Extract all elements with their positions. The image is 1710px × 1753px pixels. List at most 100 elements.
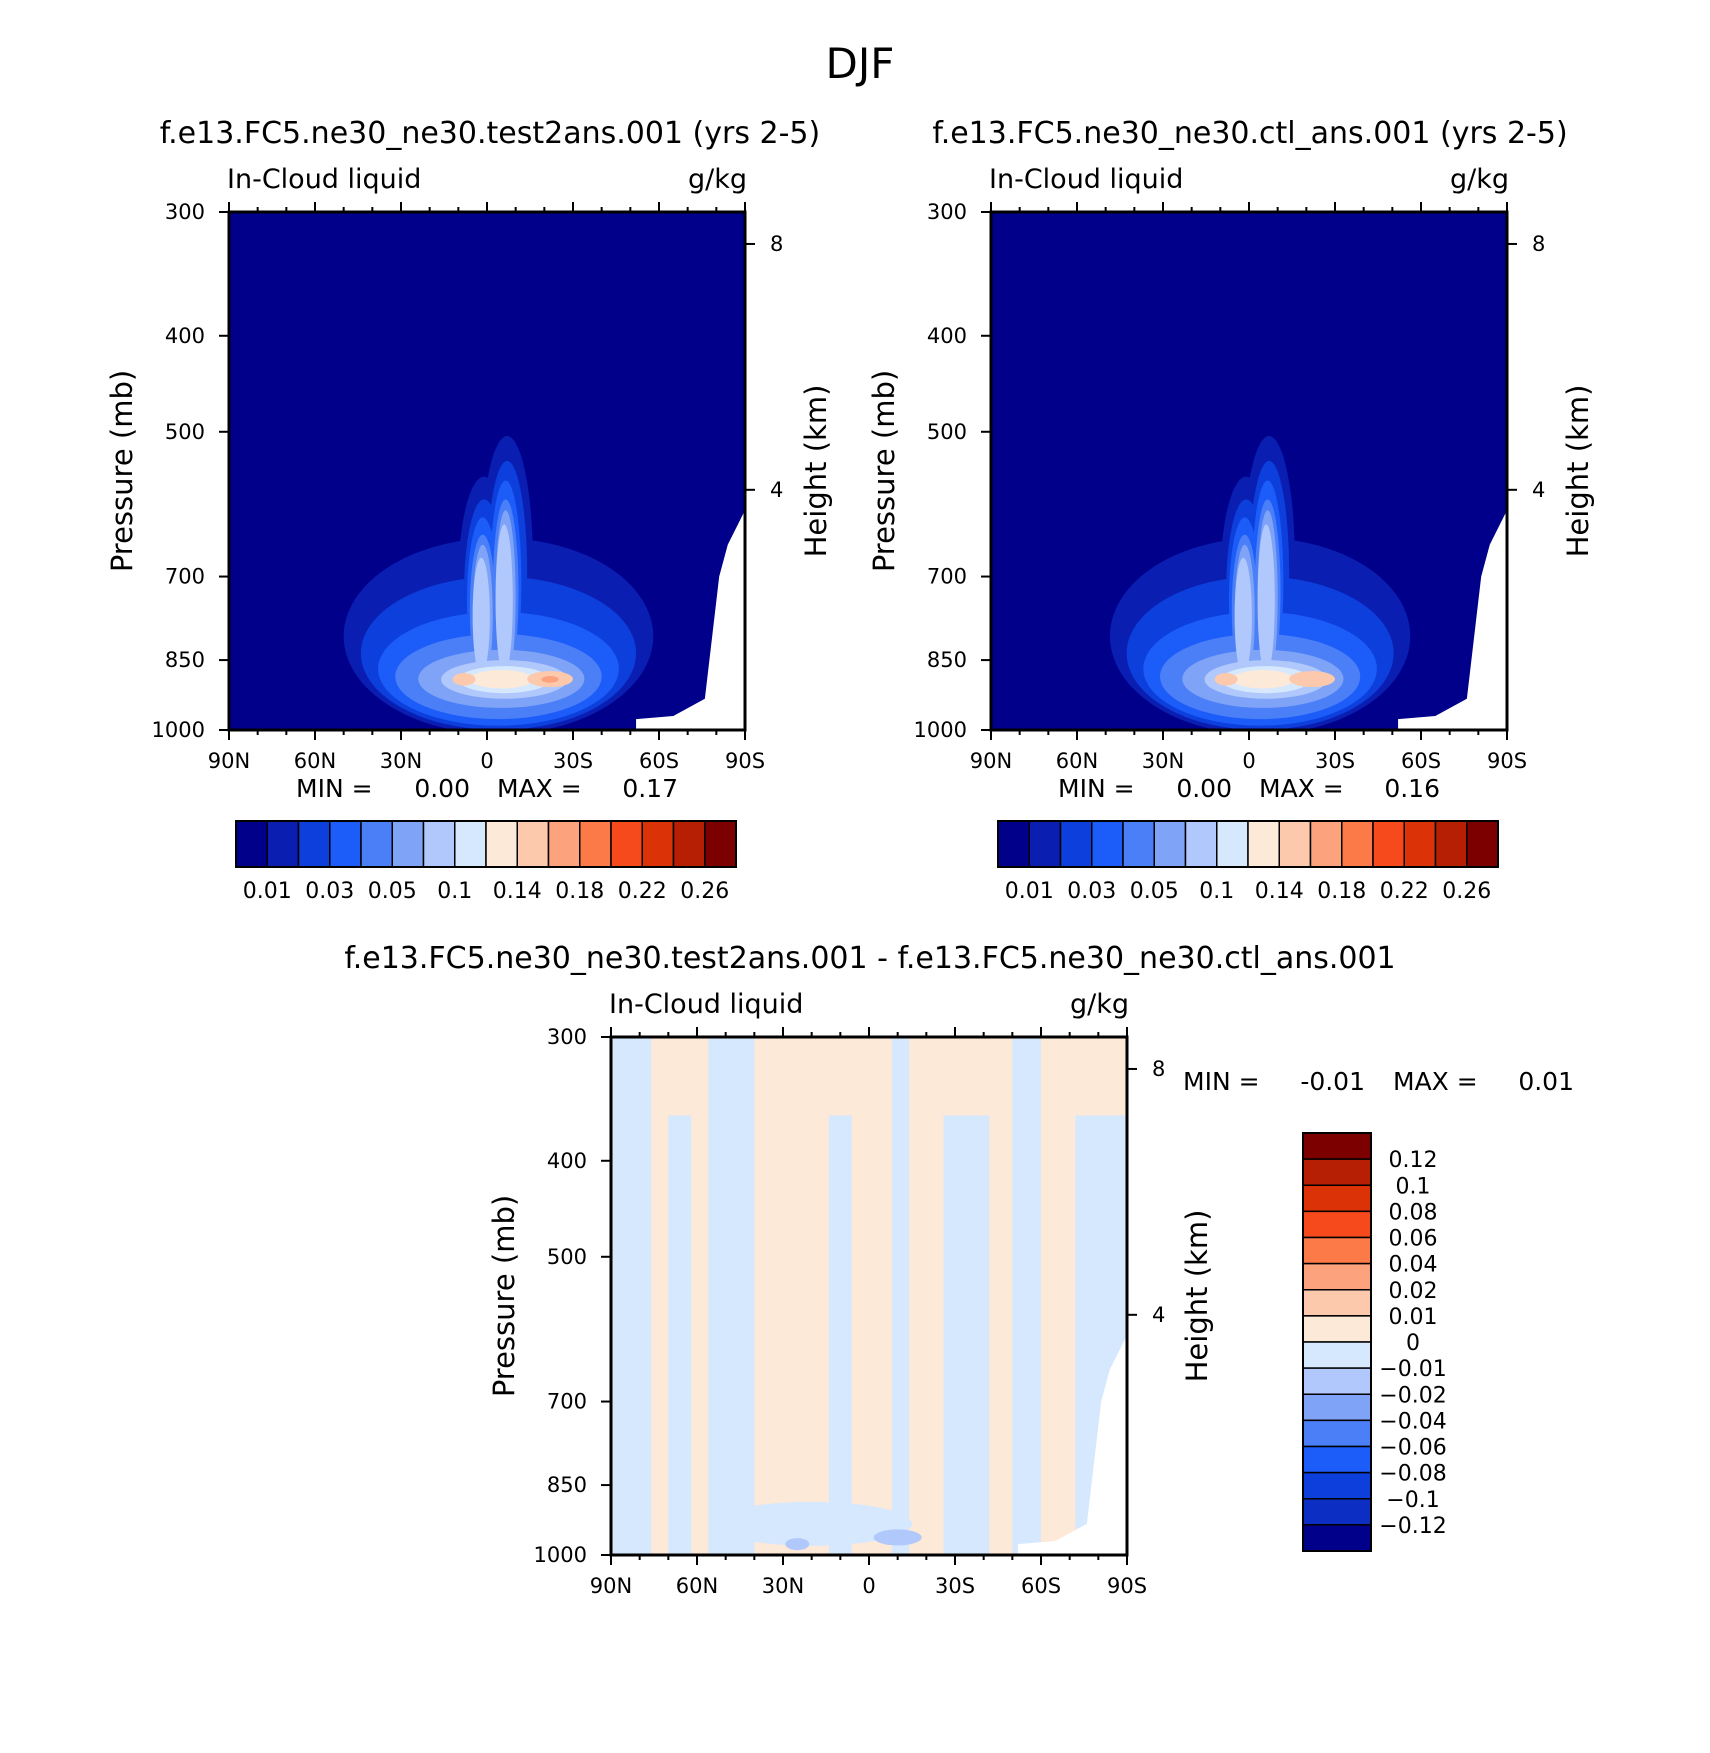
colorbar-label: −0.06	[1379, 1436, 1446, 1461]
colorbar-swatch	[1184, 820, 1218, 868]
colorbar-label: 0.03	[1067, 879, 1116, 904]
colorbar-swatch	[360, 820, 393, 868]
colorbar: 0.120.10.080.060.040.020.010−0.01−0.02−0…	[1302, 1132, 1447, 1552]
y-tick-label: 1000	[534, 1543, 587, 1567]
x-tick-label: 30N	[762, 1574, 804, 1598]
colorbar-label: 0.1	[1199, 879, 1234, 904]
colorbar-swatch	[329, 820, 362, 868]
colorbar-label: 0.26	[680, 879, 729, 904]
colorbar-swatch	[1309, 820, 1343, 868]
colorbar-swatch	[1247, 820, 1280, 868]
min-label: MIN =	[1183, 1067, 1260, 1096]
x-tick-label: 30S	[1315, 749, 1355, 773]
x-tick-label: 90N	[208, 749, 250, 773]
colorbar-swatch	[547, 820, 581, 868]
contour-fill	[873, 1529, 922, 1546]
colorbar-frame	[997, 820, 1499, 868]
y-axis-label: Pressure (mb)	[105, 370, 139, 572]
panel-title: f.e13.FC5.ne30_ne30.test2ans.001 - f.e13…	[344, 941, 1395, 976]
colorbar-swatch	[1302, 1262, 1372, 1291]
colorbar: 0.01 0.03 0.05 0.1 0.14 0.18 0.22 0.26	[235, 820, 737, 904]
colorbar-label: 0.01	[1005, 879, 1054, 904]
colorbar-label: 0.18	[555, 879, 604, 904]
y-right-axis-label: Height (km)	[799, 385, 833, 558]
contour-fill	[828, 1115, 852, 1555]
colorbar-swatch	[1302, 1184, 1372, 1213]
colorbar-label: 0	[1406, 1331, 1420, 1356]
colorbar-swatch	[1302, 1393, 1372, 1422]
contour-fill	[495, 524, 513, 676]
x-tick-label: 90N	[970, 749, 1012, 773]
colorbar-label: 0.01	[243, 879, 292, 904]
contour-peak	[1214, 673, 1238, 686]
panel-title: f.e13.FC5.ne30_ne30.ctl_ans.001 (yrs 2-5…	[932, 116, 1567, 151]
colorbar-label: 0.05	[1130, 879, 1179, 904]
x-tick-label: 30S	[935, 1574, 975, 1598]
colorbar-label: 0.04	[1389, 1253, 1438, 1278]
colorbar-swatch	[1216, 820, 1249, 868]
contour-fills	[1110, 436, 1507, 730]
y-right-axis-label: Height (km)	[1180, 1210, 1214, 1383]
units-label: g/kg	[688, 164, 747, 195]
colorbar-swatch	[422, 820, 456, 868]
x-tick-label: 60N	[294, 749, 336, 773]
colorbar-swatch	[1302, 1210, 1372, 1239]
y-axis-label: Pressure (mb)	[487, 1195, 521, 1397]
field-name-label: In-Cloud liquid	[609, 989, 803, 1020]
colorbar-swatch	[297, 820, 331, 868]
colorbar-swatch	[1059, 820, 1093, 868]
contour-fill	[611, 1037, 652, 1555]
colorbar-label: −0.02	[1379, 1383, 1446, 1408]
contour-fill	[711, 1501, 913, 1546]
y-tick-label: 400	[547, 1149, 587, 1173]
plot-area	[227, 210, 747, 732]
colorbar-swatch	[266, 820, 300, 868]
min-value: 0.00	[1176, 774, 1232, 803]
colorbar-swatch	[1302, 1315, 1372, 1343]
contour-peak	[541, 675, 559, 683]
min-label: MIN =	[1058, 774, 1135, 803]
x-tick-label: 90S	[725, 749, 765, 773]
x-tick-label: 30S	[553, 749, 593, 773]
topography-mask	[1398, 510, 1507, 730]
colorbar-swatch	[391, 820, 425, 868]
colorbar-swatch	[1302, 1445, 1372, 1474]
max-value: 0.01	[1518, 1067, 1574, 1096]
y-tick-label: 850	[547, 1473, 587, 1497]
y-tick-label: 1000	[914, 718, 967, 742]
colorbar-swatch	[1091, 820, 1124, 868]
colorbar-frame	[235, 820, 737, 868]
colorbar-label: 0.02	[1389, 1279, 1438, 1304]
y-right-tick-label: 4	[1152, 1303, 1165, 1327]
x-tick-label: 60S	[1021, 1574, 1061, 1598]
y-right-tick-label: 4	[770, 478, 783, 502]
colorbar-swatch	[1341, 820, 1374, 868]
colorbar-swatch	[672, 820, 706, 868]
x-tick-label: 30N	[380, 749, 422, 773]
min-value: 0.00	[414, 774, 470, 803]
x-tick-label: 0	[1242, 749, 1255, 773]
colorbar-swatch	[1302, 1289, 1372, 1317]
min-value: -0.01	[1300, 1067, 1365, 1096]
figure-title: DJF	[826, 39, 895, 88]
panel-difference: f.e13.FC5.ne30_ne30.test2ans.001 - f.e13…	[344, 941, 1574, 1598]
x-tick-label: 90S	[1487, 749, 1527, 773]
panel-test: f.e13.FC5.ne30_ne30.test2ans.001 (yrs 2-…	[105, 116, 833, 904]
x-tick-label: 90N	[590, 1574, 632, 1598]
colorbar-label: 0.1	[437, 879, 472, 904]
colorbar-label: 0.01	[1389, 1305, 1438, 1330]
colorbar-swatch	[704, 820, 737, 868]
colorbar-label: 0.03	[305, 879, 354, 904]
max-label: MAX =	[1259, 774, 1344, 803]
y-right-tick-label: 8	[1532, 232, 1545, 256]
colorbar-label: 0.14	[1255, 879, 1304, 904]
colorbar-label: 0.18	[1317, 879, 1366, 904]
colorbar-swatch	[516, 820, 550, 868]
max-label: MAX =	[1393, 1067, 1478, 1096]
contour-fill	[943, 1115, 990, 1555]
colorbar-swatch	[1028, 820, 1062, 868]
contour-peak	[452, 673, 476, 686]
contour-fill	[708, 1037, 755, 1555]
contour-fill	[1012, 1037, 1041, 1555]
contour-fill	[891, 1037, 910, 1555]
